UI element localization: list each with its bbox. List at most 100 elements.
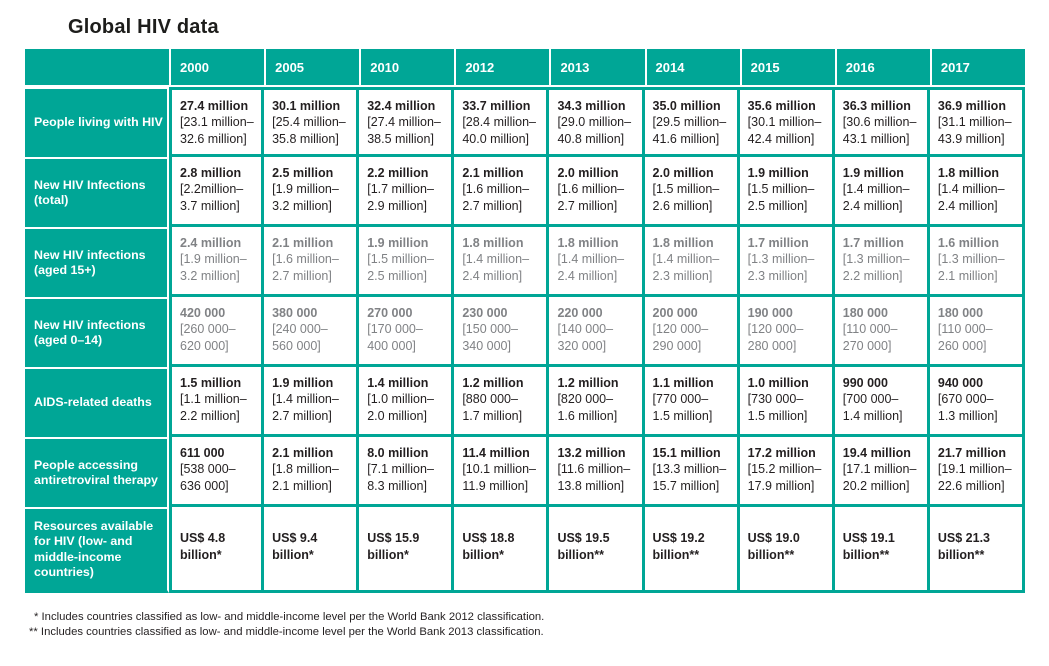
year-header-2005: 2005 xyxy=(264,49,360,87)
table-row: People accessing antiretroviral therapy 6… xyxy=(25,437,1025,507)
data-cell-r1-c3: 2.1 million [1.6 million–​2.7 million] xyxy=(454,157,550,227)
year-header-2000: 2000 xyxy=(169,49,265,87)
cell-value: US$ 19.5 billion** xyxy=(557,531,610,562)
cell-value: 990 000 xyxy=(842,376,888,390)
cell-uncertainty-range: [820 000–​1.6 million] xyxy=(557,392,618,423)
data-cell-r0-c3: 33.7 million [28.4 million–​40.0 million] xyxy=(454,87,550,157)
cell-uncertainty-range: [110 000–​260 000] xyxy=(937,322,993,353)
cell-uncertainty-range: [1.6 million–​2.7 million] xyxy=(557,182,625,213)
cell-value: 220 000 xyxy=(557,306,603,320)
data-cell-r2-c6: 1.7 million [1.3 million–​2.3 million] xyxy=(739,227,835,297)
cell-value: 2.0 million xyxy=(557,166,619,180)
cell-uncertainty-range: [260 000–​620 000] xyxy=(180,322,236,353)
cell-uncertainty-range: [29.5 million–​41.6 million] xyxy=(652,115,727,146)
data-cell-r1-c6: 1.9 million [1.5 million–​2.5 million] xyxy=(739,157,835,227)
cell-value: US$ 4.8 billion* xyxy=(180,531,226,562)
cell-uncertainty-range: [1.4 million–​2.4 million] xyxy=(557,252,625,283)
data-cell-r5-c8: 21.7 million [19.1 million–​22.6 million] xyxy=(929,437,1025,507)
cell-value: 1.8 million xyxy=(557,236,619,250)
year-header-2012: 2012 xyxy=(454,49,550,87)
cell-uncertainty-range: [19.1 million–​22.6 million] xyxy=(937,462,1012,493)
data-cell-r3-c6: 190 000 [120 000–​280 000] xyxy=(739,297,835,367)
cell-uncertainty-range: [110 000–​270 000] xyxy=(842,322,898,353)
cell-uncertainty-range: [23.1 million–​32.6 million] xyxy=(180,115,254,146)
cell-value: US$ 19.1 billion** xyxy=(842,531,895,562)
table-row: AIDS-related deaths 1.5 million [1.1 milli… xyxy=(25,367,1025,437)
cell-uncertainty-range: [11.6 million–​13.8 million] xyxy=(557,462,631,493)
data-cell-r2-c8: 1.6 million [1.3 million–​2.1 million] xyxy=(929,227,1025,297)
cell-value: 1.6 million xyxy=(937,236,1000,250)
cell-value: 1.8 million xyxy=(652,236,714,250)
data-cell-r0-c6: 35.6 million [30.1 million–​42.4 million] xyxy=(739,87,835,157)
data-cell-r2-c2: 1.9 million [1.5 million–​2.5 million] xyxy=(359,227,455,297)
cell-value: 1.5 million xyxy=(180,376,242,390)
cell-value: 27.4 million xyxy=(180,99,249,113)
cell-uncertainty-range: [1.3 million–​2.2 million] xyxy=(842,252,910,283)
data-cell-r3-c3: 230 000 [150 000–​340 000] xyxy=(454,297,550,367)
cell-value: US$ 15.9 billion* xyxy=(367,531,420,562)
table-body: People living with HIV 27.4 million [23.1 … xyxy=(25,87,1025,593)
data-cell-r3-c2: 270 000 [170 000–​400 000] xyxy=(359,297,455,367)
data-cell-r2-c5: 1.8 million [1.4 million–​2.3 million] xyxy=(644,227,740,297)
table-row: Resources available for HIV (low- and mi… xyxy=(25,507,1025,593)
corner-cell xyxy=(25,49,169,87)
data-cell-r1-c4: 2.0 million [1.6 million–​2.7 million] xyxy=(549,157,645,227)
cell-value: US$ 19.0 billion** xyxy=(747,531,800,562)
cell-value: 180 000 xyxy=(842,306,888,320)
data-cell-r2-c3: 1.8 million [1.4 million–​2.4 million] xyxy=(454,227,550,297)
cell-value: 380 000 xyxy=(272,306,318,320)
cell-value: US$ 18.8 billion* xyxy=(462,531,515,562)
cell-value: 1.4 million xyxy=(367,376,429,390)
cell-value: 1.8 million xyxy=(937,166,1000,180)
cell-uncertainty-range: [29.0 million–​40.8 million] xyxy=(557,115,632,146)
data-cell-r0-c1: 30.1 million [25.4 million–​35.8 million] xyxy=(264,87,360,157)
cell-uncertainty-range: [31.1 million–​43.9 million] xyxy=(937,115,1012,146)
year-header-2017: 2017 xyxy=(929,49,1025,87)
cell-value: 21.7 million xyxy=(937,446,1006,460)
data-cell-r4-c2: 1.4 million [1.0 million–​2.0 million] xyxy=(359,367,455,437)
row-label: New HIV Infections (total) xyxy=(25,157,169,227)
cell-value: 35.6 million xyxy=(747,99,816,113)
cell-uncertainty-range: [120 000–​290 000] xyxy=(652,322,709,353)
cell-uncertainty-range: [150 000–​340 000] xyxy=(462,322,518,353)
table-row: New HIV infections (aged 15+) 2.4 million… xyxy=(25,227,1025,297)
cell-uncertainty-range: [1.6 million–​2.7 million] xyxy=(272,252,339,283)
data-cell-r6-c2: US$ 15.9 billion* xyxy=(359,507,455,593)
cell-uncertainty-range: [2.2million–​3.7 million] xyxy=(180,182,244,213)
data-cell-r6-c0: US$ 4.8 billion* xyxy=(169,507,265,593)
cell-uncertainty-range: [30.1 million–​42.4 million] xyxy=(747,115,822,146)
data-cell-r4-c0: 1.5 million [1.1 million–​2.2 million] xyxy=(169,367,265,437)
data-cell-r6-c4: US$ 19.5 billion** xyxy=(549,507,645,593)
cell-value: 1.9 million xyxy=(842,166,904,180)
cell-uncertainty-range: [17.1 million–​20.2 million] xyxy=(842,462,917,493)
cell-uncertainty-range: [1.3 million–​2.1 million] xyxy=(937,252,1005,283)
data-cell-r5-c3: 11.4 million [10.1 million–​11.9 million] xyxy=(454,437,550,507)
data-cell-r3-c1: 380 000 [240 000–​560 000] xyxy=(264,297,360,367)
cell-value: 34.3 million xyxy=(557,99,626,113)
data-cell-r4-c8: 940 000 [670 000–​1.3 million] xyxy=(929,367,1025,437)
cell-uncertainty-range: [1.9 million–​3.2 million] xyxy=(180,252,247,283)
data-cell-r5-c4: 13.2 million [11.6 million–​13.8 million] xyxy=(549,437,645,507)
cell-value: US$ 19.2 billion** xyxy=(652,531,705,562)
data-cell-r0-c8: 36.9 million [31.1 million–​43.9 million] xyxy=(929,87,1025,157)
cell-uncertainty-range: [1.4 million–​2.4 million] xyxy=(937,182,1005,213)
cell-uncertainty-range: [140 000–​320 000] xyxy=(557,322,614,353)
cell-uncertainty-range: [1.5 million–​2.5 million] xyxy=(367,252,434,283)
row-label: People living with HIV xyxy=(25,87,169,157)
data-cell-r0-c5: 35.0 million [29.5 million–​41.6 million] xyxy=(644,87,740,157)
cell-value: 35.0 million xyxy=(652,99,721,113)
year-header-2015: 2015 xyxy=(739,49,835,87)
year-header-2013: 2013 xyxy=(549,49,645,87)
row-label: New HIV infections (aged 15+) xyxy=(25,227,169,297)
data-cell-r4-c1: 1.9 million [1.4 million–​2.7 million] xyxy=(264,367,360,437)
data-cell-r4-c4: 1.2 million [820 000–​1.6 million] xyxy=(549,367,645,437)
cell-value: 611 000 xyxy=(180,446,225,460)
row-label: New HIV infections (aged 0–14) xyxy=(25,297,169,367)
footnote-world-bank-2012: * Includes countries classified as low- … xyxy=(34,611,545,623)
cell-uncertainty-range: [13.3 million–​15.7 million] xyxy=(652,462,727,493)
cell-uncertainty-range: [880 000–​1.7 million] xyxy=(462,392,523,423)
data-cell-r4-c3: 1.2 million [880 000–​1.7 million] xyxy=(454,367,550,437)
cell-value: 1.1 million xyxy=(652,376,714,390)
cell-value: 2.1 million xyxy=(272,236,334,250)
table-row: New HIV infections (aged 0–14) 420 000 [26… xyxy=(25,297,1025,367)
